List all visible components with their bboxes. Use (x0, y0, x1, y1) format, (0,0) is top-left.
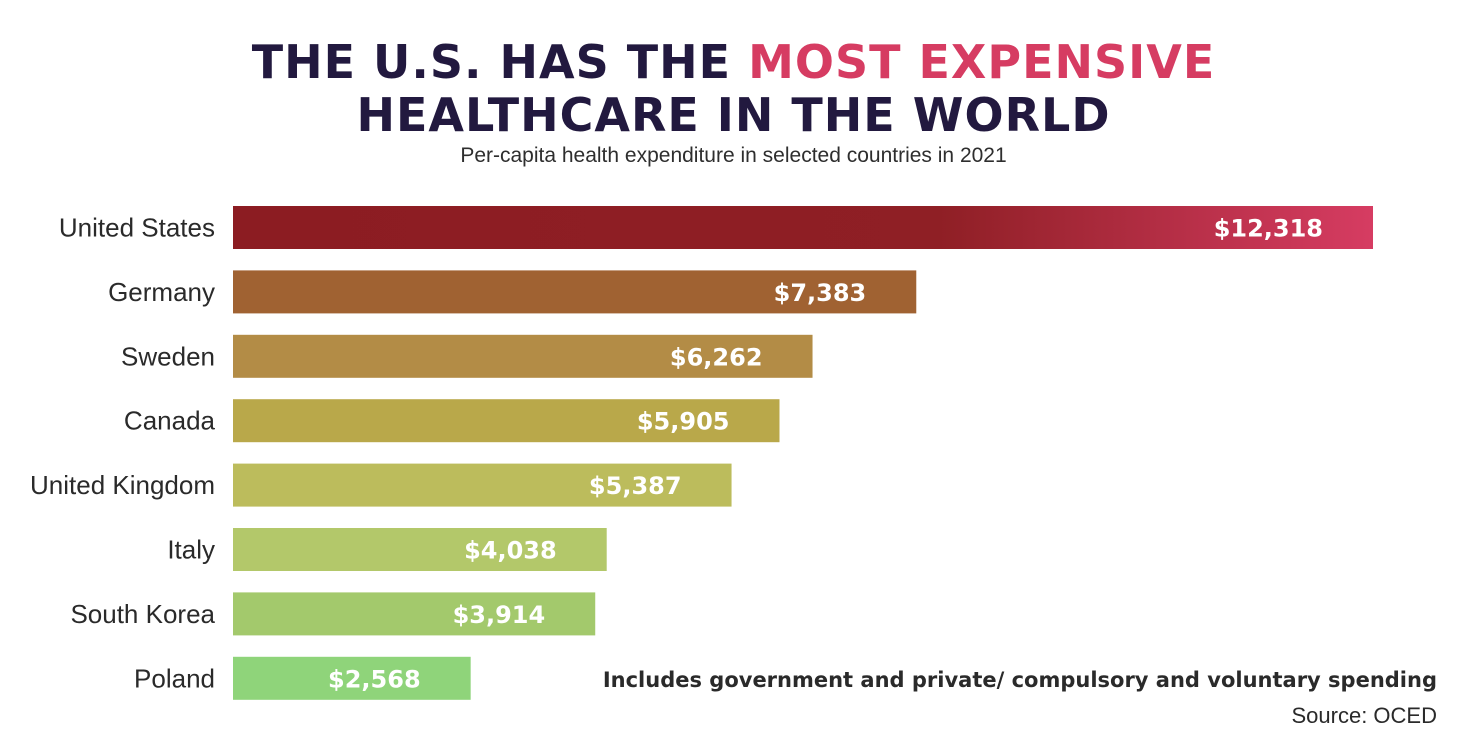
category-label-united-kingdom: United Kingdom (30, 470, 215, 500)
bar-italy (233, 528, 607, 571)
bar-united-kingdom (233, 463, 732, 507)
value-label-italy: $4,038 (464, 537, 557, 565)
category-label-italy: Italy (167, 535, 215, 565)
value-label-south-korea: $3,914 (453, 601, 546, 629)
category-label-poland: Poland (134, 663, 215, 693)
value-label-united-kingdom: $5,387 (589, 472, 682, 500)
bar-poland (233, 656, 471, 700)
bar-canada (233, 399, 780, 443)
bar-sweden (233, 334, 813, 378)
value-label-sweden: $6,262 (670, 343, 763, 371)
bars-layer: United States $12,318 Germany $7,383 Sweden $… (30, 206, 1373, 700)
category-label-sweden: Sweden (121, 341, 215, 371)
bar-germany (233, 270, 917, 314)
category-label-south-korea: South Korea (70, 599, 215, 629)
category-label-canada: Canada (124, 406, 216, 436)
title-prefix: THE U.S. HAS THE (251, 35, 749, 89)
value-label-united-states: $12,318 (1214, 215, 1323, 243)
title-accent: MOST EXPENSIVE (748, 35, 1216, 89)
category-label-united-states: United States (59, 213, 215, 243)
bar-united-states (233, 206, 1373, 249)
chart-title-line-2: HEALTHCARE IN THE WORLD (356, 88, 1111, 142)
chart-subtitle: Per-capita health expenditure in selecte… (460, 144, 1007, 167)
value-label-poland: $2,568 (328, 665, 421, 693)
value-label-germany: $7,383 (774, 279, 867, 307)
chart-source: Source: OCED (1291, 703, 1438, 728)
value-label-canada: $5,905 (637, 408, 730, 436)
category-label-germany: Germany (108, 277, 215, 307)
bar-south-korea (233, 592, 596, 636)
chart-note: Includes government and private/ compuls… (602, 668, 1437, 692)
chart-title-line-1: THE U.S. HAS THE MOST EXPENSIVE (0, 36, 1467, 88)
